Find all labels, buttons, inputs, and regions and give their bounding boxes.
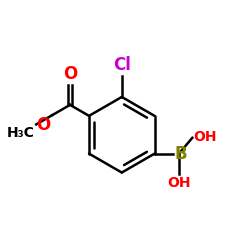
Text: B: B [175,145,188,163]
Text: Cl: Cl [113,56,131,74]
Text: O: O [36,116,51,134]
Text: O: O [64,66,78,84]
Text: OH: OH [194,130,217,144]
Text: OH: OH [167,176,191,190]
Text: H₃C: H₃C [7,126,35,140]
